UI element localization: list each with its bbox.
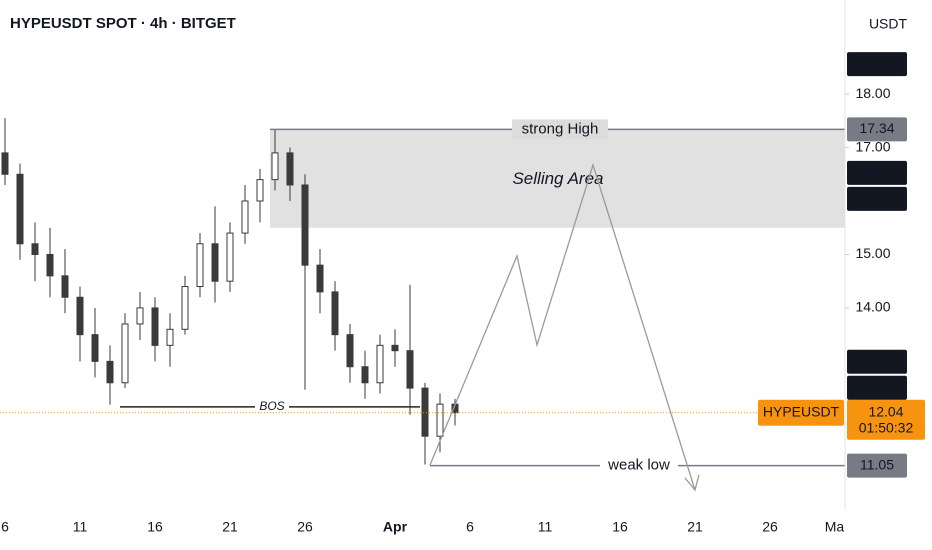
candle-body [391, 344, 399, 352]
x-tick-label: 21 [687, 519, 703, 535]
candle-body [346, 334, 354, 368]
price-tag [847, 117, 907, 142]
x-tick-label: 16 [612, 519, 628, 535]
price-tag [847, 349, 907, 374]
price-tag [847, 186, 907, 211]
countdown-label: 01:50:32 [859, 419, 914, 435]
x-tick-label: Ma [825, 519, 845, 535]
price-tag-label: 12.12 [859, 378, 894, 394]
symbol-label: HYPEUSDT [763, 403, 840, 419]
price-tag-label: 12.12 [859, 352, 894, 368]
selling-area-label: Selling Area [512, 169, 603, 188]
last-price-label: 12.04 [868, 403, 903, 419]
candle-body [76, 296, 84, 336]
price-tag [847, 52, 907, 77]
candle-body [271, 152, 279, 181]
candle-body [181, 286, 189, 330]
candle-body [196, 243, 204, 288]
label-bg [255, 398, 289, 415]
strong-high-label: strong High [522, 120, 599, 137]
y-tick-label: 14.00 [855, 299, 890, 315]
last-price-tag [847, 399, 925, 440]
price-tag [847, 375, 907, 400]
y-tick-label: 17.00 [855, 138, 890, 154]
chart-title: HYPEUSDT SPOT · 4h · BITGET [10, 15, 236, 32]
bos-label: BOS [259, 399, 284, 413]
x-tick-label: 11 [538, 519, 553, 535]
candle-body [286, 152, 294, 186]
candle-body [106, 360, 114, 384]
label-bg [512, 119, 608, 140]
candle-body [91, 334, 99, 362]
price-tag-label: 16.04 [859, 190, 894, 206]
x-tick-label: 6 [466, 519, 474, 535]
candle-body [376, 344, 384, 384]
x-tick-label: 26 [297, 519, 313, 535]
x-tick-label: 21 [222, 519, 238, 535]
weak-low-label: weak low [607, 457, 670, 474]
y-tick-label: 15.00 [855, 245, 890, 261]
price-tag-label: 17.34 [859, 120, 894, 136]
candle-body [16, 173, 24, 245]
x-tick-label: 16 [147, 519, 163, 535]
candle-body [151, 307, 159, 346]
label-bg [600, 455, 678, 476]
y-tick-label: 18.00 [855, 85, 890, 101]
x-tick-label: 26 [762, 519, 778, 535]
projection-path [429, 162, 696, 491]
x-tick-label: Apr [383, 519, 408, 535]
candle-body [136, 307, 144, 325]
symbol-tag [758, 399, 844, 426]
selling-area [270, 129, 845, 228]
candle-body [31, 243, 39, 255]
price-tag-label: 18.56 [859, 55, 894, 71]
candle-body [436, 403, 444, 437]
candle-body [61, 275, 69, 298]
projection-arrowhead [684, 474, 700, 492]
plot-area: Selling Area strong High BOS weak low [0, 118, 845, 476]
candle-body [421, 387, 429, 437]
candle-body [361, 366, 369, 384]
candle-body [301, 184, 309, 266]
price-tag [847, 160, 907, 185]
x-tick-label: 6 [1, 519, 9, 535]
currency-label: USDT [869, 16, 908, 32]
candle-body [121, 323, 129, 384]
candle-body [331, 291, 339, 336]
price-tag-label: 11.05 [860, 456, 894, 472]
candle-body [406, 350, 414, 389]
price-tag-label: 16.05 [859, 164, 894, 180]
candle-body [316, 264, 324, 293]
candle-body [166, 328, 174, 346]
candle-body [46, 253, 54, 277]
price-tag [847, 453, 907, 478]
x-tick-label: 11 [73, 519, 88, 535]
candle-body [1, 152, 9, 175]
candle-body [211, 243, 219, 282]
candle-body [241, 200, 249, 234]
candle-body [226, 232, 234, 282]
candle-body [256, 179, 264, 202]
axis-layer: 6 11 16 21 26 Apr 6 11 16 21 26 Ma 18.00 17.00 15.00 14… [1, 52, 925, 535]
